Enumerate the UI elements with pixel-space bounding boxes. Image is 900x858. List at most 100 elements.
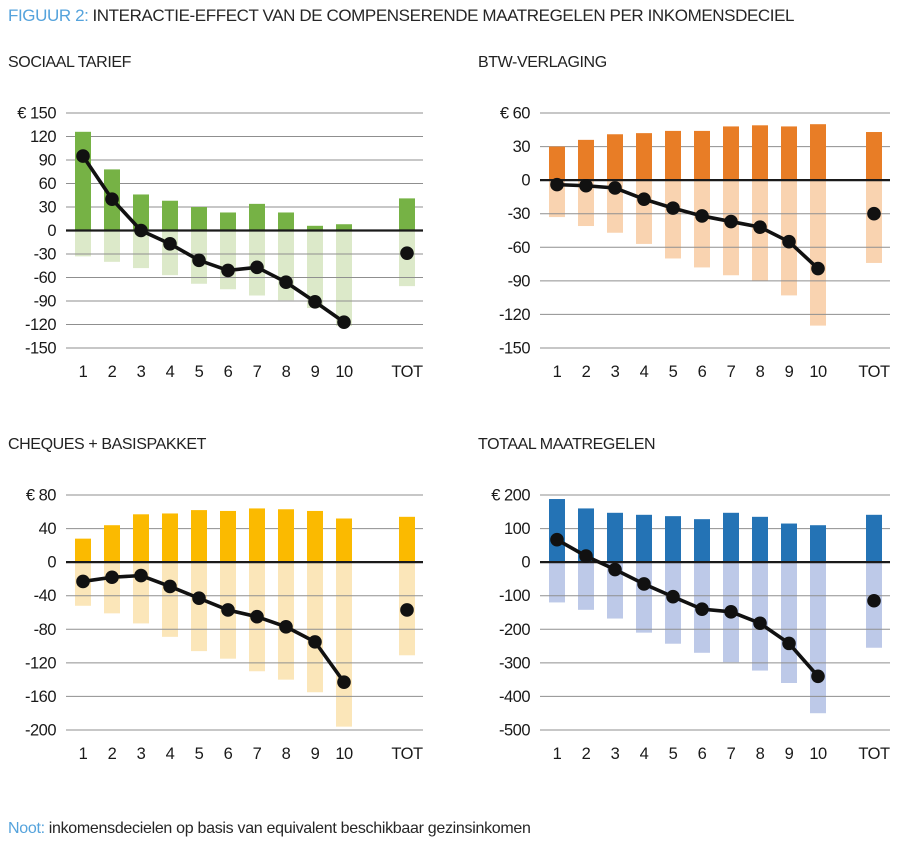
net-effect-dot bbox=[753, 616, 767, 631]
x-tick-label: TOT bbox=[858, 363, 890, 381]
bar-positive bbox=[607, 512, 623, 563]
bar-positive bbox=[220, 212, 236, 231]
net-effect-line bbox=[81, 155, 346, 324]
bar-positive bbox=[636, 133, 652, 181]
bar-positive bbox=[336, 518, 352, 563]
bar-negative bbox=[607, 562, 623, 619]
net-effect-dot bbox=[666, 589, 680, 604]
y-tick-label: 120 bbox=[30, 128, 56, 146]
net-effect-dot bbox=[695, 602, 709, 616]
bar-negative bbox=[665, 180, 681, 259]
chart-title: SOCIAAL TARIEF bbox=[8, 54, 132, 71]
bar-positive bbox=[781, 523, 797, 563]
bar-negative bbox=[278, 230, 294, 301]
y-tick-label: € 80 bbox=[26, 487, 56, 505]
y-tick-label: -300 bbox=[499, 654, 530, 672]
chart-panel-btw-verlaging: BTW-VERLAGING € 60 30 0 -30 -60 -90 -120 -150 1 2… bbox=[450, 46, 900, 411]
net-effect-dot bbox=[608, 181, 622, 195]
y-tick-label: 40 bbox=[39, 520, 57, 538]
bar-positive bbox=[75, 538, 91, 563]
y-tick-label: -200 bbox=[25, 722, 56, 740]
x-tick-label: 9 bbox=[785, 363, 794, 381]
x-tick-label: 8 bbox=[756, 745, 765, 763]
bar-positive bbox=[694, 130, 710, 181]
x-tick-label: 5 bbox=[195, 363, 204, 381]
figure-title-text: INTERACTIE-EFFECT VAN DE COMPENSERENDE M… bbox=[92, 6, 795, 25]
bar-positive bbox=[249, 508, 265, 563]
net-effect-dot bbox=[608, 562, 622, 577]
bar-positive bbox=[191, 510, 207, 563]
x-tick-label: 4 bbox=[640, 745, 649, 763]
y-tick-label: -30 bbox=[508, 205, 531, 223]
bar-positive bbox=[752, 516, 768, 563]
net-effect-dot bbox=[163, 579, 177, 594]
bar-positive bbox=[810, 124, 826, 181]
y-tick-label: -30 bbox=[34, 246, 57, 264]
bar-positive bbox=[866, 514, 882, 563]
bar-positive bbox=[694, 519, 710, 563]
bar-positive bbox=[636, 514, 652, 563]
x-tick-label: 6 bbox=[224, 745, 233, 763]
bar-positive bbox=[578, 139, 594, 181]
x-tick-label: 9 bbox=[785, 745, 794, 763]
note-label: Noot: bbox=[8, 820, 45, 837]
bar-positive bbox=[399, 516, 415, 563]
net-effect-dot bbox=[579, 549, 593, 563]
chart-panel-cheques-basispakket: CHEQUES + BASISPAKKET € 80 40 0 -40 -80 -120 -… bbox=[0, 428, 450, 793]
net-effect-dot bbox=[724, 214, 738, 229]
net-effect-dot bbox=[867, 206, 881, 221]
net-effect-dot bbox=[550, 177, 564, 192]
bar-negative bbox=[636, 180, 652, 244]
y-tick-label: 60 bbox=[39, 175, 57, 193]
x-tick-label: 3 bbox=[611, 363, 620, 381]
bar-positive bbox=[781, 126, 797, 181]
bar-negative bbox=[810, 180, 826, 326]
bar-positive bbox=[307, 225, 323, 231]
net-effect-dot bbox=[666, 201, 680, 215]
chart-canvas-totaal-maatregelen: € 200 100 0 -100 -200 -300 -400 -500 1 2 3 4 5 6 7 8 9 10… bbox=[491, 487, 890, 764]
net-effect-dot bbox=[279, 275, 293, 289]
bar-positive bbox=[249, 203, 265, 231]
chart-title: CHEQUES + BASISPAKKET bbox=[8, 436, 207, 453]
y-tick-label: -100 bbox=[499, 587, 530, 605]
y-tick-label: -90 bbox=[34, 293, 57, 311]
net-effect-dot bbox=[637, 192, 651, 206]
net-effect-dot bbox=[105, 570, 119, 585]
x-tick-label: 6 bbox=[698, 745, 707, 763]
figure-number-label: FIGUUR 2: bbox=[8, 6, 89, 25]
y-tick-label: 0 bbox=[521, 554, 530, 572]
y-tick-label: -200 bbox=[499, 621, 530, 639]
x-tick-label: TOT bbox=[391, 745, 423, 763]
bar-negative bbox=[866, 180, 882, 263]
net-effect-dot bbox=[76, 149, 90, 163]
net-effect-dot bbox=[250, 260, 264, 275]
bar-negative bbox=[220, 230, 236, 290]
net-effect-dot bbox=[76, 574, 90, 589]
x-tick-label: 2 bbox=[582, 745, 591, 763]
net-effect-dot bbox=[221, 263, 235, 278]
figure-note: Noot: inkomensdecielen op basis van equiv… bbox=[8, 820, 531, 838]
x-tick-label: 5 bbox=[195, 745, 204, 763]
chart-canvas-cheques-basispakket: € 80 40 0 -40 -80 -120 -160 -200 1 2 3 4 5 6 7 8 9 10 TOT bbox=[25, 487, 424, 764]
bar-negative bbox=[75, 230, 91, 257]
bar-positive bbox=[307, 510, 323, 563]
x-tick-label: 5 bbox=[669, 745, 678, 763]
bar-negative bbox=[578, 562, 594, 610]
net-effect-dot bbox=[400, 603, 414, 617]
x-tick-label: 8 bbox=[282, 745, 291, 763]
y-tick-label: 100 bbox=[504, 520, 530, 538]
net-effect-dot bbox=[811, 669, 825, 684]
chart-canvas-btw-verlaging: € 60 30 0 -30 -60 -90 -120 -150 1 2 3 4 5 6 7 8 9 10 TOT bbox=[499, 105, 891, 382]
y-tick-label: -120 bbox=[25, 654, 56, 672]
bar-positive bbox=[75, 131, 91, 231]
bar-negative bbox=[752, 562, 768, 671]
bar-positive bbox=[133, 194, 149, 231]
x-tick-label: 1 bbox=[79, 745, 88, 763]
net-effect-dot bbox=[250, 609, 264, 624]
bar-negative bbox=[307, 562, 323, 693]
net-effect-dot bbox=[308, 635, 322, 649]
y-tick-label: -500 bbox=[499, 722, 530, 740]
x-tick-label: 2 bbox=[108, 745, 117, 763]
bar-positive bbox=[752, 125, 768, 181]
net-effect-dot bbox=[811, 261, 825, 276]
